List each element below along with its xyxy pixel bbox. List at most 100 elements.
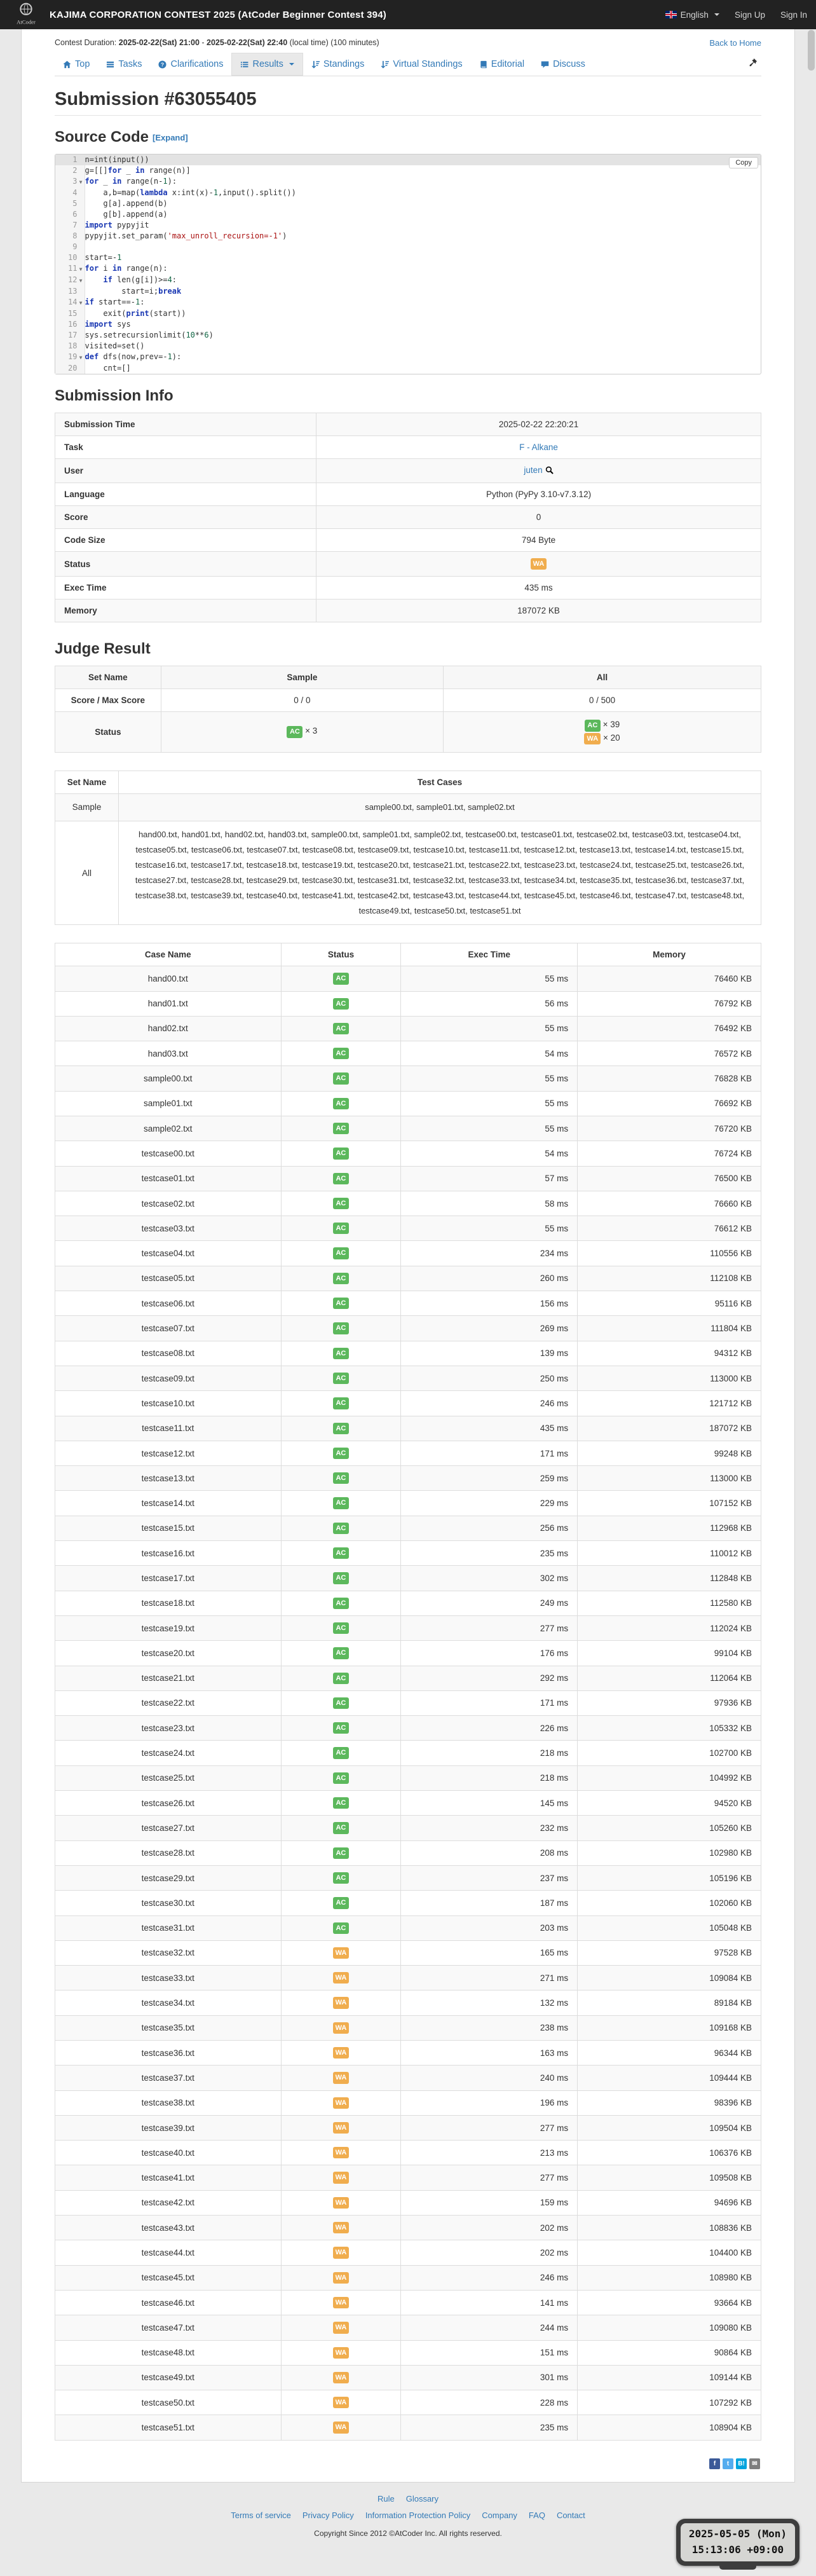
case-memory: 94312 KB <box>577 1340 761 1366</box>
status-badge: AC <box>332 1247 349 1259</box>
case-exec-time: 54 ms <box>400 1041 578 1067</box>
user-link[interactable]: juten <box>524 465 543 475</box>
footer-link-information-protection-policy[interactable]: Information Protection Policy <box>365 2510 471 2520</box>
case-status: AC <box>280 1415 402 1441</box>
testcase-row: testcase10.txt AC 246 ms 121712 KB <box>55 1390 761 1416</box>
case-status: WA <box>280 2065 402 2091</box>
case-status: WA <box>280 1965 402 1991</box>
back-to-home-link[interactable]: Back to Home <box>709 38 761 48</box>
sign-up-link[interactable]: Sign Up <box>734 10 765 20</box>
fold-icon[interactable]: ▼ <box>79 300 83 306</box>
footer-link-terms-of-service[interactable]: Terms of service <box>231 2510 291 2520</box>
case-status: WA <box>280 2390 402 2416</box>
status-badge: AC <box>332 1472 349 1484</box>
footer-link-contact[interactable]: Contact <box>556 2510 585 2520</box>
contest-title: KAJIMA CORPORATION CONTEST 2025 (AtCoder… <box>50 9 386 20</box>
footer-link-faq[interactable]: FAQ <box>528 2510 545 2520</box>
case-exec-time: 55 ms <box>400 1015 578 1042</box>
case-status: AC <box>280 1015 402 1042</box>
case-exec-time: 176 ms <box>400 1640 578 1666</box>
status-badge: AC <box>332 1522 349 1535</box>
tab-editorial[interactable]: Editorial <box>471 53 533 75</box>
tab-tasks[interactable]: Tasks <box>98 53 150 75</box>
case-exec-time: 435 ms <box>400 1415 578 1441</box>
hatena-share-icon[interactable]: B! <box>736 2458 747 2469</box>
language-menu[interactable]: English <box>665 10 719 20</box>
case-name: testcase10.txt <box>55 1390 282 1416</box>
case-memory: 108904 KB <box>577 2415 761 2441</box>
fold-icon[interactable]: ▼ <box>79 278 83 284</box>
status-badge: WA <box>332 2046 350 2059</box>
contest-start-time[interactable]: 2025-02-22(Sat) 21:00 <box>118 38 200 47</box>
case-name: testcase47.txt <box>55 2315 282 2341</box>
footer-link-rule[interactable]: Rule <box>377 2493 395 2504</box>
case-name: testcase43.txt <box>55 2215 282 2241</box>
task-link[interactable]: F - Alkane <box>519 442 558 452</box>
results-col-header: Memory <box>577 943 761 967</box>
sign-in-link[interactable]: Sign In <box>780 10 807 20</box>
case-status: WA <box>280 2015 402 2041</box>
tab-top[interactable]: Top <box>55 53 98 75</box>
status-badge: AC <box>332 1747 349 1759</box>
status-badge: AC <box>332 973 349 985</box>
testcase-row: hand02.txt AC 55 ms 76492 KB <box>55 1015 761 1042</box>
atcoder-logo[interactable]: AtCoder <box>9 1 43 29</box>
tab-results[interactable]: Results <box>231 53 303 76</box>
test-sets-table: Set Name Test Cases Sample sample00.txt, sa… <box>55 770 762 926</box>
case-name: testcase11.txt <box>55 1415 282 1441</box>
fold-icon[interactable]: ▼ <box>79 266 83 272</box>
code-line: 7 import pypyjit <box>55 220 761 231</box>
footer-link-privacy-policy[interactable]: Privacy Policy <box>302 2510 354 2520</box>
case-memory: 76492 KB <box>577 1015 761 1042</box>
copy-button[interactable]: Copy <box>729 157 758 168</box>
case-name: testcase03.txt <box>55 1216 282 1242</box>
case-memory: 96344 KB <box>577 2039 761 2066</box>
case-status: WA <box>280 2340 402 2366</box>
case-exec-time: 55 ms <box>400 1090 578 1117</box>
tab-clarifications[interactable]: ? Clarifications <box>150 53 231 75</box>
pin-icon[interactable] <box>744 55 761 73</box>
case-memory: 76692 KB <box>577 1090 761 1117</box>
status-badge: AC <box>332 1447 349 1460</box>
testcase-row: testcase23.txt AC 226 ms 105332 KB <box>55 1715 761 1741</box>
contest-duration: Contest Duration: 2025-02-22(Sat) 21:00 … <box>55 38 379 47</box>
case-exec-time: 218 ms <box>400 1765 578 1792</box>
search-icon[interactable] <box>545 466 554 476</box>
line-number: 7 <box>55 220 85 231</box>
fold-icon[interactable]: ▼ <box>79 355 83 360</box>
case-exec-time: 57 ms <box>400 1165 578 1191</box>
scrollbar-thumb[interactable] <box>808 30 815 71</box>
case-exec-time: 132 ms <box>400 1990 578 2016</box>
case-name: hand00.txt <box>55 966 282 992</box>
status-badge: WA <box>332 1947 350 1959</box>
case-name: testcase45.txt <box>55 2264 282 2291</box>
tab-standings[interactable]: Standings <box>303 53 373 75</box>
facebook-share-icon[interactable]: f <box>709 2458 720 2469</box>
footer-link-glossary[interactable]: Glossary <box>405 2493 439 2504</box>
home-icon <box>63 60 71 69</box>
case-exec-time: 58 ms <box>400 1190 578 1217</box>
case-memory: 102700 KB <box>577 1740 761 1766</box>
mail-share-icon[interactable]: ✉ <box>749 2458 760 2469</box>
case-status: AC <box>280 1190 402 1217</box>
case-memory: 104992 KB <box>577 1765 761 1792</box>
footer-link-company[interactable]: Company <box>482 2510 517 2520</box>
tab-virtual-standings[interactable]: Virtual Standings <box>372 53 470 75</box>
case-memory: 98396 KB <box>577 2090 761 2116</box>
testcase-row: testcase45.txt WA 246 ms 108980 KB <box>55 2264 761 2291</box>
contest-end-time[interactable]: 2025-02-22(Sat) 22:40 <box>207 38 288 47</box>
expand-link[interactable]: [Expand] <box>153 133 188 142</box>
status-badge: AC <box>332 1672 349 1684</box>
case-exec-time: 226 ms <box>400 1715 578 1741</box>
case-memory: 76724 KB <box>577 1141 761 1167</box>
case-status: AC <box>280 1340 402 1366</box>
twitter-share-icon[interactable]: t <box>723 2458 733 2469</box>
info-row: Code Size 794 Byte <box>54 528 761 552</box>
case-memory: 106376 KB <box>577 2140 761 2166</box>
tab-discuss[interactable]: Discuss <box>533 53 594 75</box>
testcase-row: testcase47.txt WA 244 ms 109080 KB <box>55 2315 761 2341</box>
source-code-heading: Source Code [Expand] <box>55 128 188 146</box>
fold-icon[interactable]: ▼ <box>79 179 83 185</box>
testcase-row: testcase06.txt AC 156 ms 95116 KB <box>55 1291 761 1317</box>
status-badge: WA <box>332 2172 350 2184</box>
